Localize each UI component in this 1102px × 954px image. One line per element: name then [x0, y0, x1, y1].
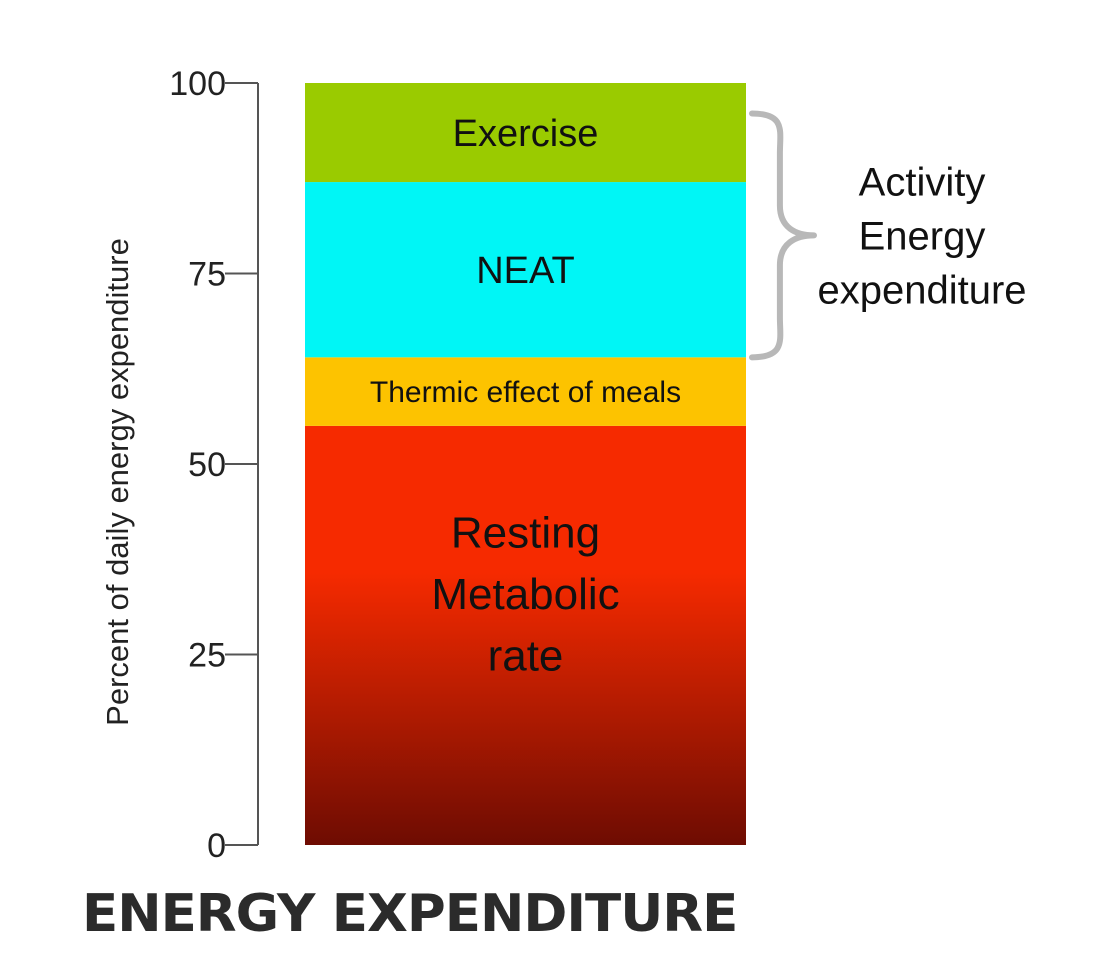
y-tick-label-100: 100 [169, 65, 226, 103]
segment-exercise [305, 83, 746, 183]
bracket-label-1: Activity [859, 160, 986, 204]
y-tick-label-75: 75 [188, 256, 226, 294]
energy-expenditure-chart: Resting Metabolic rate Thermic effect of me… [100, 65, 1027, 865]
segment-label-resting-metabolic-rate-3: rate [488, 632, 564, 681]
y-axis: 0 25 50 75 100 [169, 65, 259, 865]
y-tick-label-25: 25 [188, 637, 226, 675]
segment-thermic-effect-of-meals [305, 357, 746, 426]
y-axis-label: Percent of daily energy expenditure [100, 238, 135, 726]
segment-label-neat: NEAT [476, 250, 575, 292]
segment-label-thermic-effect-of-meals: Thermic effect of meals [370, 376, 681, 409]
y-tick-label-0: 0 [207, 827, 226, 865]
y-tick-label-50: 50 [188, 446, 226, 484]
segment-neat [305, 182, 746, 358]
segment-label-exercise: Exercise [453, 113, 599, 155]
bracket-label-2: Energy [859, 214, 986, 258]
bracket-label-3: expenditure [817, 268, 1026, 312]
segment-resting-metabolic-rate [305, 425, 746, 845]
activity-bracket: Activity Energy expenditure [749, 110, 1027, 361]
segment-label-resting-metabolic-rate-1: Resting [451, 508, 600, 557]
brace-icon [749, 110, 817, 361]
caption-title: ENERGY EXPENDITURE [82, 884, 738, 944]
segment-label-resting-metabolic-rate-2: Metabolic [431, 570, 619, 619]
